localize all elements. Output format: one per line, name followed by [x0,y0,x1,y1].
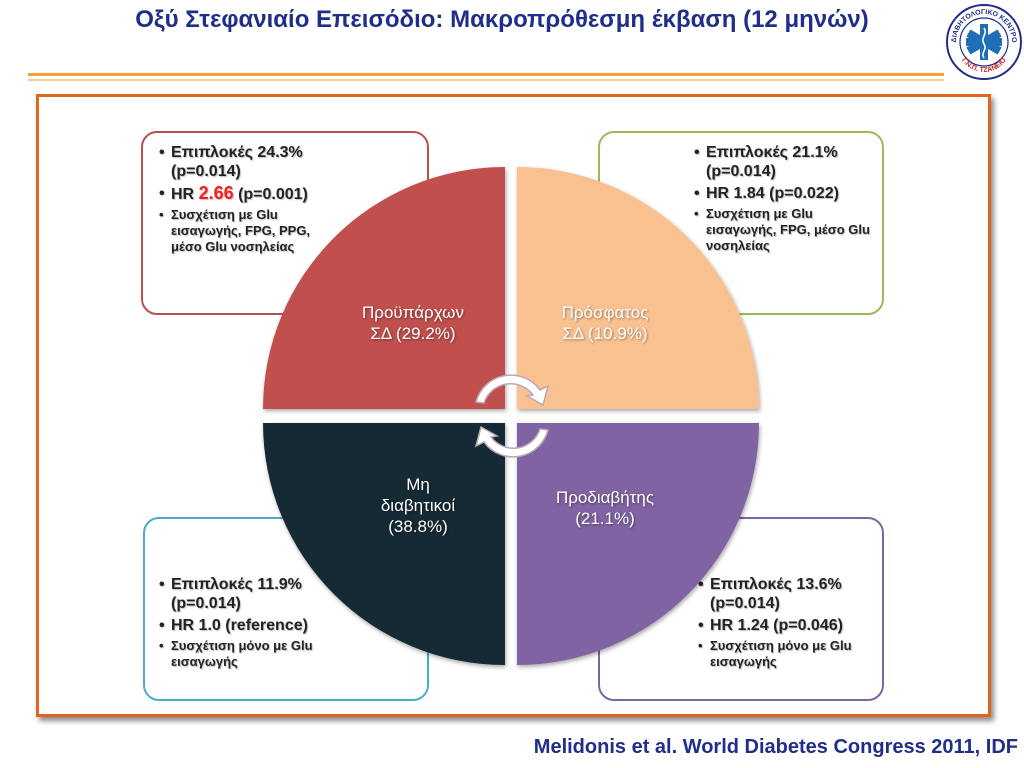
label-preexisting-dm: Προϋπάρχων ΣΔ (29.2%) [362,303,464,343]
correlation-item: Συσχέτιση μόνο με Glu εισαγωγής [157,638,327,670]
hr-item: HR 1.84 (p=0.022) [692,184,872,203]
label-non-diabetic: Μη διαβητικοί (38.8%) [380,475,456,536]
complications-item: Επιπλοκές 21.1% (p=0.014) [692,143,872,181]
hospital-logo: ΔΙΑΒΗΤΟΛΟΓΙΚΟ ΚΕΝΤΡΟ Γ.Ν.Π. ΤΖΑΝΕΙΟ [946,4,1022,80]
complications-item: Επιπλοκές 13.6% (p=0.014) [696,575,866,613]
quadrant-preexisting-dm [263,167,505,409]
hr-item: HR 1.0 (reference) [157,616,327,635]
correlation-item: Συσχέτιση με Glu εισαγωγής, FPG, PPG, μέ… [157,207,327,255]
correlation-item: Συσχέτιση με Glu εισαγωγής, FPG, μέσο Gl… [692,206,872,254]
quadrant-non-diabetic [263,423,505,665]
cycle-arrows-icon [474,374,550,458]
complications-item: Επιπλοκές 24.3% (p=0.014) [157,143,327,181]
title-underline [28,73,944,76]
label-prediabetes: Προδιαβήτης (21.1%) [555,488,655,528]
hr-item: HR 1.24 (p=0.046) [696,616,866,635]
title-underline-secondary [28,79,944,81]
slide-title: Οξύ Στεφανιαίο Επεισόδιο: Μακροπρόθεσμη … [135,6,869,33]
hr-item: HR 2.66 (p=0.001) [157,184,327,204]
correlation-item: Συσχέτιση μόνο με Glu εισαγωγής [696,638,866,670]
box-recent-dm: Επιπλοκές 21.1% (p=0.014) HR 1.84 (p=0.0… [598,131,884,315]
citation: Melidonis et al. World Diabetes Congress… [533,736,1018,758]
complications-item: Επιπλοκές 11.9% (p=0.014) [157,575,327,613]
label-recent-dm: Πρόσφατος ΣΔ (10.9%) [561,303,649,343]
quadrant-recent-dm [517,167,759,409]
hr-highlight-value: 2.66 [198,183,234,203]
quadrant-prediabetes [517,423,759,665]
